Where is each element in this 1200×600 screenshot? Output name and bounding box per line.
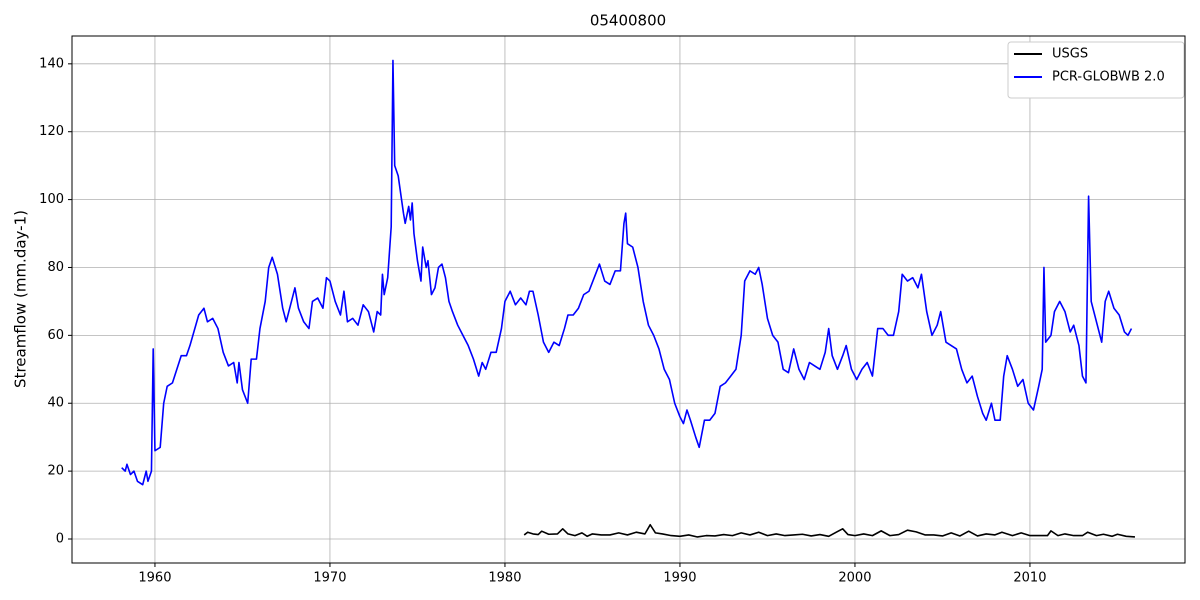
y-tick-label: 40 (47, 396, 64, 411)
x-tick-label: 1990 (663, 571, 696, 586)
y-tick-label: 140 (39, 56, 64, 71)
y-tick-label: 0 (56, 532, 64, 547)
y-tick-label: 80 (47, 260, 64, 275)
legend-box (1007, 41, 1185, 99)
x-tick-label: 1980 (488, 571, 521, 586)
chart-title: 05400800 (590, 12, 666, 30)
y-axis-label: Streamflow (mm.day-1) (12, 210, 30, 388)
y-tick-label: 60 (47, 328, 64, 343)
y-tick-label: 100 (39, 192, 64, 207)
plot-frame (71, 35, 1186, 564)
legend-label: PCR-GLOBWB 2.0 (1052, 70, 1165, 85)
x-tick-label: 1960 (138, 571, 171, 586)
x-tick-label: 2010 (1013, 571, 1046, 586)
y-tick-label: 120 (39, 124, 64, 139)
series-line (523, 523, 1136, 538)
x-tick-label: 1970 (313, 571, 346, 586)
y-tick-label: 20 (47, 464, 64, 479)
series-line (121, 59, 1133, 486)
legend-label: USGS (1052, 47, 1088, 62)
x-tick-label: 2000 (838, 571, 871, 586)
